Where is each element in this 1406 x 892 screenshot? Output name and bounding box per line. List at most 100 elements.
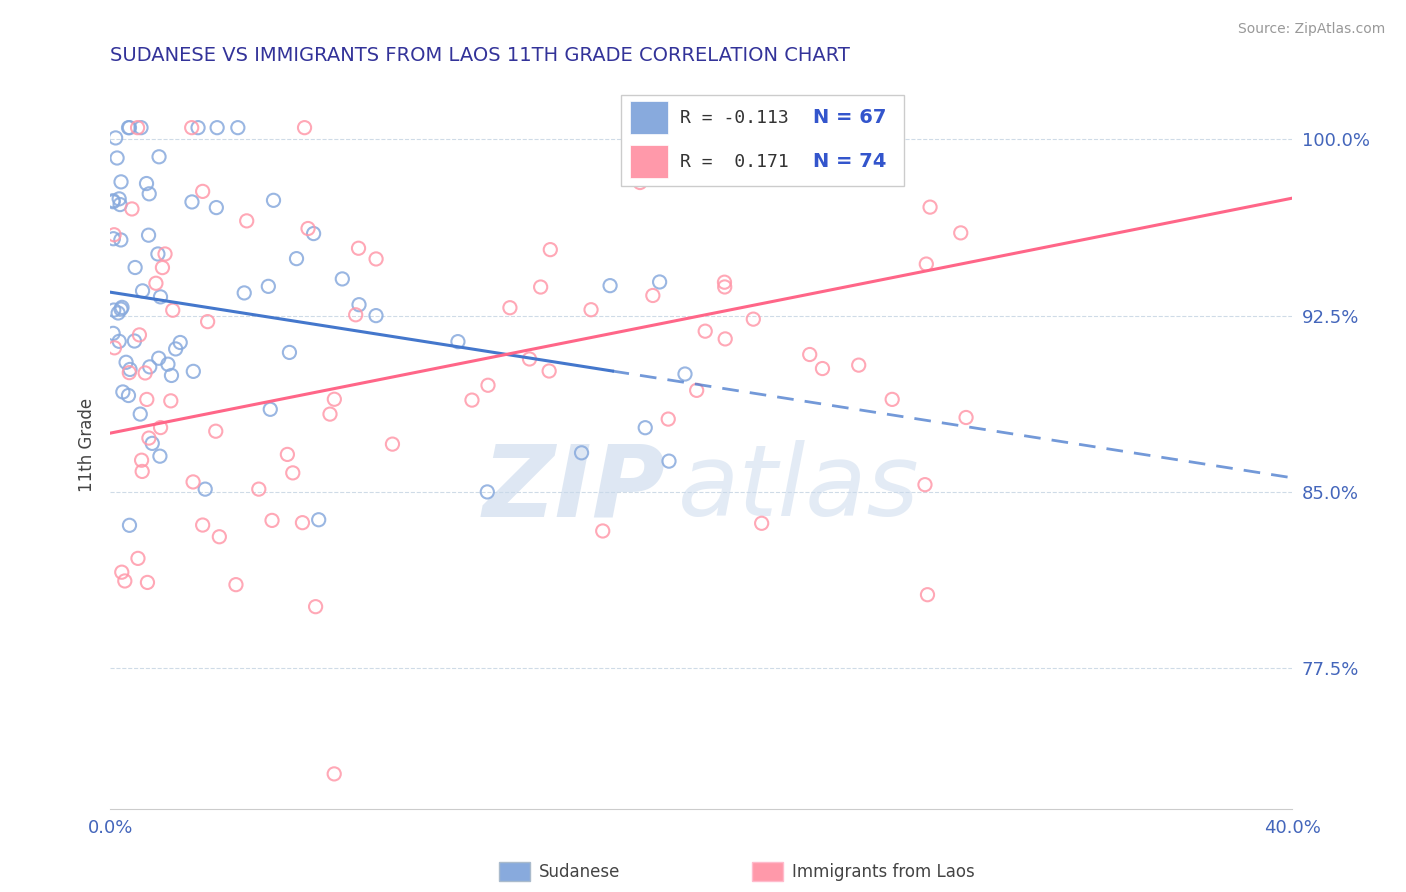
- Point: [330, 272, 353, 286]
- Point: [191, 185, 214, 199]
- Point: [187, 120, 209, 135]
- Point: [111, 565, 134, 579]
- Point: [225, 577, 247, 591]
- Point: [104, 131, 127, 145]
- Text: Immigrants from Laos: Immigrants from Laos: [792, 863, 974, 881]
- Point: [141, 436, 163, 450]
- Point: [110, 302, 132, 317]
- Point: [347, 298, 370, 312]
- Point: [538, 364, 561, 378]
- Point: [344, 308, 367, 322]
- Point: [304, 599, 326, 614]
- Point: [918, 200, 941, 214]
- Point: [579, 302, 602, 317]
- Point: [914, 477, 936, 491]
- Point: [285, 252, 308, 266]
- Point: [477, 484, 499, 499]
- Point: [103, 227, 125, 242]
- Point: [152, 260, 174, 275]
- Point: [146, 247, 169, 261]
- Point: [742, 312, 765, 326]
- Text: N = 74: N = 74: [814, 152, 887, 171]
- Text: R =  0.171: R = 0.171: [681, 153, 789, 170]
- Point: [882, 392, 904, 407]
- Point: [278, 345, 301, 359]
- Point: [134, 366, 156, 380]
- Point: [530, 280, 553, 294]
- Point: [848, 358, 870, 372]
- Point: [107, 306, 129, 320]
- FancyBboxPatch shape: [630, 101, 668, 134]
- Point: [294, 120, 316, 135]
- Point: [149, 449, 172, 463]
- Point: [634, 420, 657, 434]
- Point: [713, 280, 735, 294]
- Point: [153, 247, 176, 261]
- Text: SUDANESE VS IMMIGRANTS FROM LAOS 11TH GRADE CORRELATION CHART: SUDANESE VS IMMIGRANTS FROM LAOS 11TH GR…: [110, 46, 851, 65]
- Point: [135, 177, 157, 191]
- Point: [105, 151, 128, 165]
- Point: [108, 192, 131, 206]
- Point: [648, 275, 671, 289]
- Point: [108, 197, 131, 211]
- Point: [685, 384, 707, 398]
- Point: [127, 120, 149, 135]
- FancyBboxPatch shape: [621, 95, 904, 186]
- Point: [131, 284, 153, 298]
- Text: Sudanese: Sudanese: [538, 863, 620, 881]
- Point: [124, 260, 146, 275]
- Point: [118, 366, 141, 380]
- Point: [117, 388, 139, 402]
- Point: [194, 482, 217, 496]
- Point: [673, 367, 696, 381]
- Point: [124, 334, 146, 348]
- Point: [181, 475, 204, 489]
- Point: [115, 355, 138, 369]
- Point: [118, 120, 141, 135]
- Point: [162, 303, 184, 318]
- Point: [128, 327, 150, 342]
- Text: N = 67: N = 67: [814, 108, 887, 128]
- Point: [247, 482, 270, 496]
- Point: [319, 407, 342, 421]
- Point: [135, 392, 157, 407]
- Point: [131, 465, 153, 479]
- Point: [110, 233, 132, 247]
- Point: [751, 516, 773, 531]
- Point: [181, 364, 204, 378]
- Point: [129, 407, 152, 421]
- Point: [915, 257, 938, 271]
- Point: [297, 221, 319, 235]
- Point: [281, 466, 304, 480]
- Point: [799, 347, 821, 361]
- Point: [208, 530, 231, 544]
- Point: [364, 309, 387, 323]
- Point: [103, 341, 125, 355]
- Text: atlas: atlas: [678, 440, 920, 537]
- Point: [111, 301, 134, 315]
- Point: [148, 150, 170, 164]
- Point: [291, 516, 314, 530]
- Point: [949, 226, 972, 240]
- Text: ZIP: ZIP: [482, 440, 665, 537]
- Point: [118, 362, 141, 376]
- Point: [714, 332, 737, 346]
- Point: [917, 588, 939, 602]
- Point: [103, 232, 125, 246]
- Point: [103, 303, 125, 318]
- Point: [117, 120, 139, 135]
- Point: [259, 402, 281, 417]
- Point: [641, 288, 664, 302]
- Point: [323, 767, 346, 781]
- Point: [180, 120, 202, 135]
- Point: [149, 420, 172, 434]
- Point: [148, 351, 170, 366]
- Point: [204, 424, 226, 438]
- Point: [114, 574, 136, 588]
- Point: [108, 334, 131, 349]
- Point: [127, 551, 149, 566]
- Point: [592, 524, 614, 538]
- Point: [955, 410, 977, 425]
- Text: R = -0.113: R = -0.113: [681, 109, 789, 127]
- Point: [477, 378, 499, 392]
